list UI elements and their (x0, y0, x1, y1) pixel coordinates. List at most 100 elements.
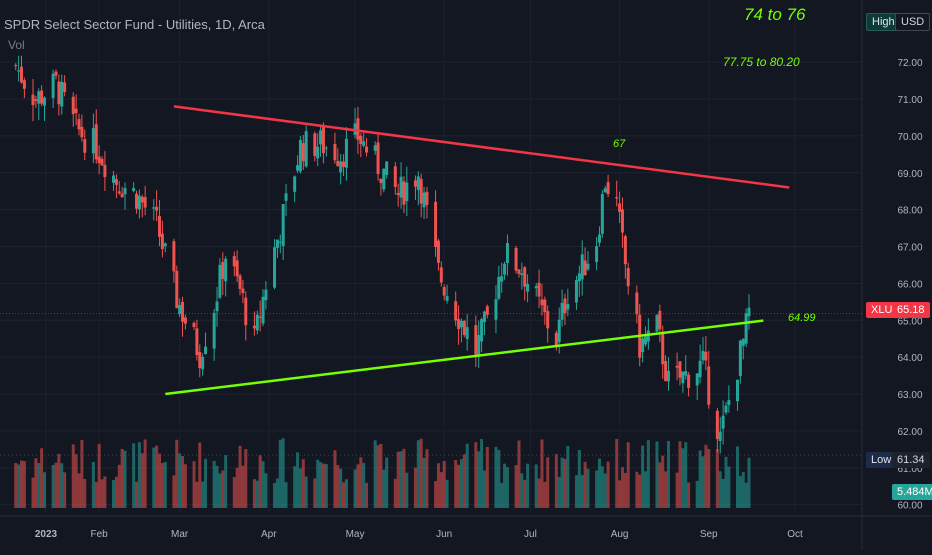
candle-body (123, 188, 127, 195)
volume-bar (333, 450, 337, 508)
volume-bar (603, 473, 607, 508)
candle-body (80, 126, 84, 138)
volume-bar (396, 451, 400, 508)
candle-body (618, 203, 622, 212)
candle-body (373, 145, 377, 151)
volume-bar (623, 472, 627, 508)
last-price-badge: 65.18 (892, 302, 930, 318)
volume-bar (172, 475, 176, 508)
volume-bar (80, 439, 84, 508)
candle-body (238, 275, 242, 289)
candle-body (181, 301, 185, 322)
candle-body (707, 366, 711, 405)
candle-body (316, 146, 320, 159)
volume-bar (457, 464, 461, 508)
volume-bar (419, 438, 423, 508)
candle-body (336, 160, 340, 166)
candle-body (580, 254, 584, 280)
volume-bar (480, 439, 484, 508)
candle-body (91, 128, 95, 154)
candle-body (14, 65, 18, 67)
candle-body (63, 82, 67, 92)
volume-bar (362, 462, 366, 508)
candle-body (462, 320, 466, 335)
volume-bar (273, 482, 277, 508)
candle-body (687, 374, 691, 388)
volume-bar (436, 463, 440, 508)
volume-bar (554, 454, 558, 508)
volume-bar (393, 478, 397, 508)
candle-body (321, 126, 325, 154)
volume-bar (353, 469, 357, 508)
candle-body (339, 161, 343, 173)
y-tick-label: 70.00 (897, 132, 922, 143)
candle-body (620, 209, 624, 233)
volume-bar (517, 440, 521, 508)
volume-bar (425, 449, 429, 508)
volume-bar (140, 453, 144, 508)
candle-body (741, 339, 745, 346)
candle-body (51, 73, 55, 98)
candle-body (172, 241, 176, 272)
volume-bar (74, 454, 78, 508)
candle-body (178, 305, 182, 315)
candle-body (724, 405, 728, 413)
volume-bar (445, 479, 449, 508)
volume-bar (155, 445, 159, 508)
y-tick-label: 65.00 (897, 316, 922, 327)
y-tick-label: 64.00 (897, 353, 922, 364)
currency-button[interactable]: USD (895, 13, 931, 31)
y-tick-label: 63.00 (897, 390, 922, 401)
candle-body (155, 206, 159, 211)
volume-bar (459, 459, 463, 508)
candle-body (54, 71, 58, 76)
volume-bar (319, 462, 323, 508)
volume-bar (175, 439, 179, 508)
x-tick-label: May (346, 529, 365, 540)
volume-bar (540, 439, 544, 508)
x-tick-label: Sep (700, 529, 718, 540)
volume-bar (22, 461, 26, 508)
volume-bar (482, 470, 486, 508)
volume-bar (215, 465, 219, 508)
candle-body (132, 188, 136, 192)
candle-body (74, 108, 78, 113)
x-tick-label: Apr (261, 529, 277, 540)
candle-body (658, 310, 662, 330)
candle-body (574, 280, 578, 303)
volume-bar (14, 463, 18, 508)
volume-bar (704, 444, 708, 508)
candle-body (359, 135, 363, 144)
volume-bar (132, 443, 136, 508)
volume-bar (238, 445, 242, 508)
candle-body (281, 204, 285, 247)
volume-bar (336, 465, 340, 508)
volume-bar (661, 455, 665, 508)
volume-bar (293, 466, 297, 508)
candle-body (503, 263, 507, 275)
candle-body (57, 81, 61, 105)
candle-body (103, 164, 107, 178)
volume-bar (183, 464, 187, 508)
candle-body (595, 246, 599, 263)
volume-bar (304, 476, 308, 508)
volume-label: Vol (8, 38, 25, 52)
candle-body (623, 236, 627, 265)
volume-bar (301, 459, 305, 508)
volume-bar (678, 441, 682, 508)
volume-bar (715, 449, 719, 508)
candle-body (37, 91, 41, 104)
volume-bar (707, 449, 711, 508)
volume-bar (385, 457, 389, 508)
volume-bar (618, 480, 622, 508)
candle-body (606, 182, 610, 195)
candle-body (597, 234, 601, 243)
candle-body (643, 336, 647, 345)
candle-body (296, 165, 300, 171)
candle-body (22, 80, 26, 89)
volume-bar (284, 482, 288, 508)
volume-bar (123, 450, 127, 508)
resistance-trendline (173, 105, 790, 189)
candle-body (560, 302, 564, 320)
